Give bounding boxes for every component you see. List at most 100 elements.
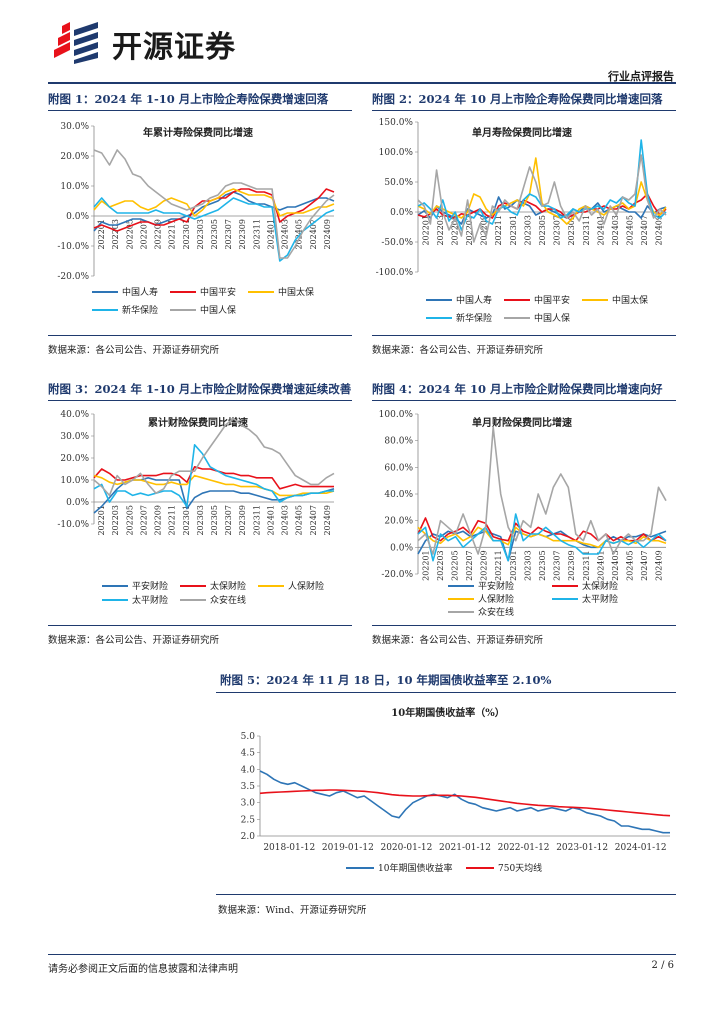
- section-label: 行业点评报告: [608, 70, 674, 83]
- y-tick-label: 20.0%: [384, 517, 413, 527]
- x-tick-label: 202301: [509, 215, 518, 246]
- x-tick-label: 202205: [125, 219, 134, 250]
- x-tick-label: 202403: [611, 215, 620, 246]
- y-tick-label: 60.0%: [384, 463, 413, 473]
- legend-label: 新华保险: [122, 304, 158, 316]
- chart-title: 单月财险保费同比增速: [472, 416, 572, 429]
- series-line-中国人保: [93, 149, 335, 259]
- x-tick-label: 2019-01-12: [322, 843, 374, 853]
- series-line-众安在线: [93, 417, 335, 497]
- x-tick-label: 2022-01-12: [498, 843, 550, 853]
- y-tick-label: -50.0%: [381, 238, 413, 248]
- header-rule: [48, 82, 676, 84]
- legend-label: 中国人寿: [456, 294, 492, 306]
- series-line-750天均线: [259, 789, 671, 817]
- x-tick-label: 202403: [281, 505, 290, 536]
- series-line-新华保险: [93, 197, 335, 262]
- y-tick-label: 3.5: [241, 782, 256, 792]
- figure-5-rule: [216, 692, 676, 693]
- x-tick-label: 202209: [154, 219, 163, 250]
- y-tick-label: -20.0%: [57, 272, 89, 282]
- x-tick-label: 202301: [182, 505, 191, 536]
- y-tick-label: 20.0%: [60, 454, 89, 464]
- legend-label: 中国平安: [534, 294, 570, 306]
- x-tick-label: 202309: [238, 219, 247, 250]
- x-tick-label: 202409: [323, 219, 332, 250]
- figure-5-title: 附图 5：2024 年 11 月 18 日，10 年期国债收益率至 2.10%: [220, 673, 552, 687]
- x-tick-label: 202203: [111, 219, 120, 250]
- x-tick-label: 202211: [168, 219, 177, 250]
- x-tick-label: 202209: [154, 505, 163, 536]
- x-tick-label: 202309: [567, 550, 576, 581]
- x-tick-label: 202401: [596, 550, 605, 581]
- x-tick-label: 202205: [450, 550, 459, 581]
- x-tick-label: 202401: [266, 219, 275, 250]
- x-tick-label: 202203: [436, 215, 445, 246]
- figure-3-source-rule: [48, 625, 352, 626]
- y-tick-label: 80.0%: [384, 437, 413, 447]
- x-tick-label: 202307: [224, 219, 233, 250]
- x-tick-label: 202303: [196, 219, 205, 250]
- figure-3-rule: [48, 400, 352, 401]
- legend-label: 众安在线: [210, 594, 246, 606]
- x-tick-label: 202301: [509, 550, 518, 581]
- chart-life-cumulative: 30.0% 20.0% 10.0% 0.0% -10.0% -20.0% 202201 202…: [57, 122, 335, 316]
- x-tick-label: 202203: [111, 505, 120, 536]
- x-tick-label: 202309: [567, 215, 576, 246]
- chart-title: 累计财险保费同比增速: [148, 416, 248, 429]
- chart-title: 单月寿险保费同比增速: [472, 126, 572, 139]
- x-tick-label: 202311: [582, 550, 591, 581]
- y-tick-label: 30.0%: [60, 432, 89, 442]
- x-tick-label: 202207: [465, 550, 474, 581]
- figure-1-title: 附图 1：2024 年 1-10 月上市险企寿险保费增速回落: [48, 92, 329, 106]
- y-tick-label: 0.0%: [390, 208, 413, 218]
- y-tick-label: -20.0%: [381, 570, 413, 580]
- x-tick-label: 202405: [626, 215, 635, 246]
- figure-1-source: 数据来源：各公司公告、开源证券研究所: [48, 345, 220, 356]
- y-tick-label: 0.0%: [390, 543, 413, 553]
- x-tick-label: 202407: [309, 505, 318, 536]
- x-tick-label: 202203: [436, 550, 445, 581]
- figure-2-source-rule: [372, 335, 676, 336]
- y-tick-label: 50.0%: [384, 178, 413, 188]
- series-line-众安在线: [417, 426, 667, 555]
- x-tick-label: 202409: [655, 550, 664, 581]
- x-tick-label: 202209: [480, 215, 489, 246]
- x-tick-label: 202207: [139, 505, 148, 536]
- y-tick-label: -100.0%: [376, 268, 414, 278]
- figure-1-source-rule: [48, 335, 352, 336]
- x-tick-label: 202305: [210, 219, 219, 250]
- legend-label: 太平财险: [582, 593, 618, 605]
- figure-3-source: 数据来源：各公司公告、开源证券研究所: [48, 635, 220, 646]
- series-line-中国人寿: [93, 191, 335, 232]
- y-tick-label: 4.0: [241, 765, 256, 775]
- legend-label: 新华保险: [456, 312, 492, 324]
- logo-icon: [48, 18, 108, 68]
- chart-bond-yield: 5.0 4.5 4.0 3.5 3.0 2.5 2.0 2018-01-12 2019-01-1…: [241, 706, 671, 874]
- x-tick-label: 202401: [266, 505, 275, 536]
- series-line-太保财险: [93, 465, 334, 490]
- footer-rule: [48, 954, 676, 955]
- x-tick-label: 202311: [582, 215, 591, 246]
- series-line-中国太保: [93, 188, 335, 217]
- series-line-太平财险: [417, 513, 667, 562]
- x-tick-label: 202305: [210, 505, 219, 536]
- y-tick-label: 2.0: [241, 832, 256, 842]
- y-tick-label: 2.5: [241, 815, 256, 825]
- legend-label: 平安财险: [478, 580, 514, 592]
- y-tick-label: 20.0%: [60, 152, 89, 162]
- figure-5-source: 数据来源：Wind、开源证券研究所: [218, 905, 367, 916]
- series-line-10年期国债收益率: [259, 770, 670, 834]
- x-tick-label: 202407: [309, 219, 318, 250]
- legend-label: 中国太保: [278, 286, 314, 298]
- x-tick-label: 202407: [640, 215, 649, 246]
- y-tick-label: 5.0: [241, 732, 256, 742]
- legend-label: 平安财险: [132, 580, 168, 592]
- figure-2-rule: [372, 110, 676, 111]
- x-tick-label: 202209: [480, 550, 489, 581]
- x-tick-label: 2018-01-12: [263, 843, 315, 853]
- brand-name: 开源证券: [112, 30, 236, 65]
- y-tick-label: 4.5: [241, 749, 256, 759]
- x-tick-label: 202211: [168, 505, 177, 536]
- legend-label: 750天均线: [498, 862, 542, 874]
